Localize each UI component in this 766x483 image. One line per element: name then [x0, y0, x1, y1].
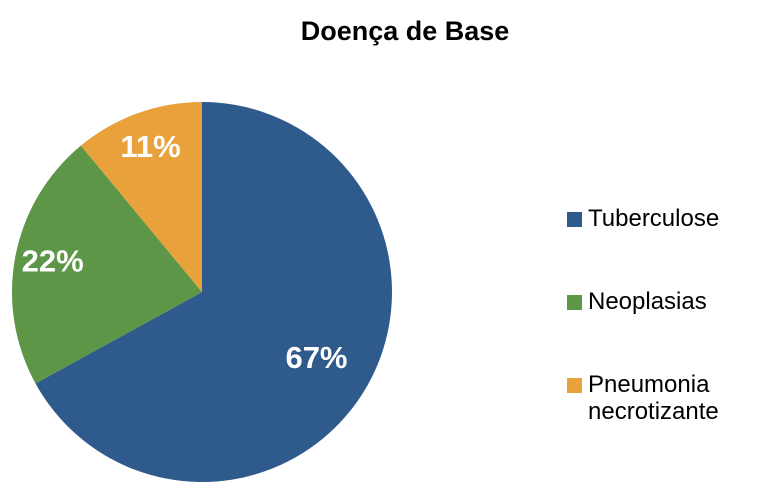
- data-label: 67%: [285, 340, 347, 375]
- pie-slice: [80, 102, 202, 292]
- legend-label: Pneumonia necrotizante: [588, 371, 719, 425]
- legend-swatch: [567, 378, 582, 393]
- data-label: 22%: [22, 244, 84, 279]
- pie-slice: [35, 102, 392, 482]
- data-label: 11%: [120, 129, 180, 164]
- pie-slice: [11, 145, 202, 384]
- legend-item: Tuberculose: [567, 205, 762, 288]
- legend-swatch: [567, 295, 582, 310]
- legend-label: Tuberculose: [588, 205, 720, 232]
- legend-item: Pneumonia necrotizante: [567, 371, 762, 454]
- legend-item: Neoplasias: [567, 288, 762, 371]
- legend-swatch: [567, 212, 582, 227]
- legend-label: Neoplasias: [588, 288, 707, 315]
- chart-title: Doença de Base: [301, 16, 510, 46]
- legend: Tuberculose Neoplasias Pneumonia necrotiza…: [567, 205, 762, 454]
